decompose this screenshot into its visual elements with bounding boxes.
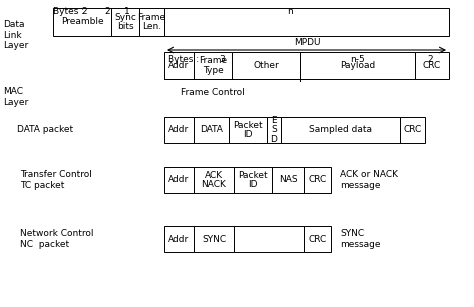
Bar [234, 226, 304, 252]
Text: E
S
D: E S D [271, 116, 277, 144]
Text: ACK
NACK: ACK NACK [201, 171, 227, 189]
Text: Bytes :: Bytes : [168, 55, 199, 64]
Text: Frame Control: Frame Control [181, 88, 245, 97]
Text: Frame
Type: Frame Type [199, 56, 227, 75]
Bar [164, 167, 194, 193]
Text: Data
Link
Layer: Data Link Layer [3, 20, 28, 50]
Text: Addr: Addr [168, 126, 190, 134]
Bar [164, 8, 449, 36]
Text: CRC: CRC [309, 235, 327, 243]
Text: DATA: DATA [200, 126, 223, 134]
Text: Payload: Payload [340, 61, 375, 70]
Text: 2: 2 [104, 6, 110, 15]
Bar [232, 52, 300, 79]
Text: 1: 1 [124, 6, 130, 15]
Text: Addr: Addr [168, 176, 190, 185]
Bar [194, 52, 232, 79]
Text: CRC: CRC [423, 61, 441, 70]
Text: Bytes :: Bytes : [53, 6, 84, 15]
Text: Addr: Addr [168, 61, 190, 70]
Text: Preamble: Preamble [61, 17, 103, 26]
Text: Frame
Len.: Frame Len. [137, 13, 165, 31]
Bar [111, 8, 139, 36]
Text: Transfer Control
TC packet: Transfer Control TC packet [20, 170, 92, 190]
Bar [281, 117, 400, 143]
Bar [234, 167, 272, 193]
Bar [304, 167, 331, 193]
Bar [164, 226, 194, 252]
Bar [267, 117, 281, 143]
Text: MPDU: MPDU [294, 38, 320, 47]
Text: DATA packet: DATA packet [17, 125, 73, 134]
Bar [300, 52, 415, 79]
Bar [415, 52, 449, 79]
Text: Sync
bits: Sync bits [114, 13, 136, 31]
Text: Packet
ID: Packet ID [238, 171, 268, 189]
Text: 2: 2 [427, 55, 433, 64]
Text: Sampled data: Sampled data [309, 126, 372, 134]
Bar [304, 226, 331, 252]
Text: SYNC: SYNC [202, 235, 226, 243]
Text: ACK or NACK
message: ACK or NACK message [340, 170, 398, 190]
Text: Network Control
NC  packet: Network Control NC packet [20, 229, 93, 249]
Text: 3: 3 [219, 55, 225, 64]
Bar [164, 52, 194, 79]
Text: 2: 2 [81, 6, 87, 15]
Bar [229, 117, 267, 143]
Bar [53, 8, 111, 36]
Text: Other: Other [253, 61, 279, 70]
Text: n: n [287, 6, 293, 15]
Text: CRC: CRC [309, 176, 327, 185]
Bar [194, 117, 229, 143]
Text: n-5: n-5 [351, 55, 365, 64]
Bar [194, 226, 234, 252]
Bar [272, 167, 304, 193]
Bar [139, 8, 164, 36]
Text: MAC
Layer: MAC Layer [3, 87, 28, 107]
Text: NAS: NAS [279, 176, 297, 185]
Text: CRC: CRC [403, 126, 422, 134]
Text: SYNC
message: SYNC message [340, 229, 381, 249]
Bar [164, 117, 194, 143]
Text: Addr: Addr [168, 235, 190, 243]
Text: Packet
ID: Packet ID [233, 121, 263, 139]
Bar [194, 167, 234, 193]
Bar [400, 117, 425, 143]
